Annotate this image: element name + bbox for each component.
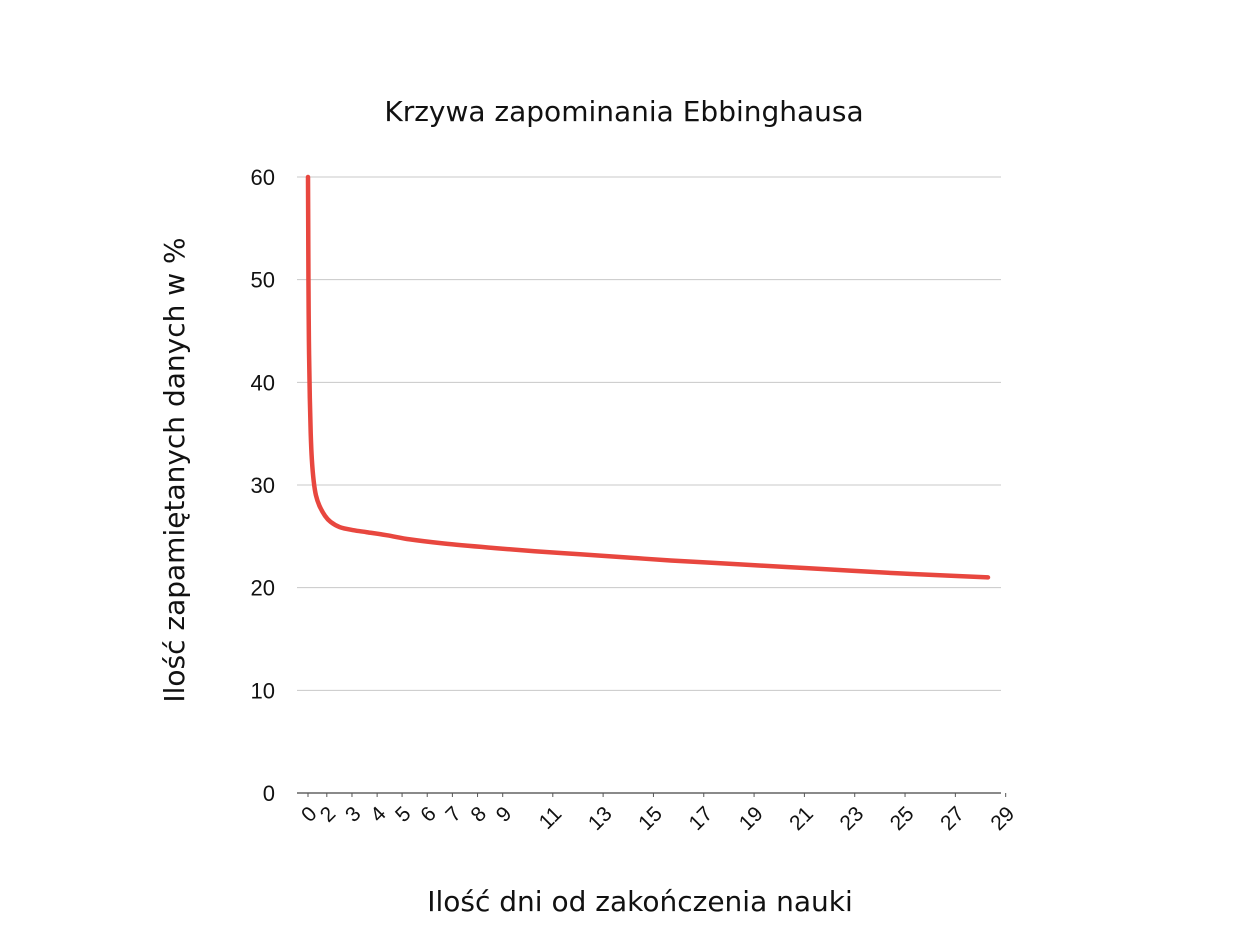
x-tick-label: 8 — [467, 802, 492, 827]
x-tick-label: 0 — [297, 802, 322, 827]
x-tick-label: 27 — [936, 802, 969, 835]
x-tick-label: 3 — [341, 802, 366, 827]
y-tick-label: 10 — [251, 678, 275, 703]
x-tick-label: 21 — [785, 802, 818, 835]
x-tick-label: 11 — [535, 802, 567, 834]
x-tick-label: 13 — [584, 802, 617, 835]
x-tick-label: 2 — [316, 802, 341, 827]
x-tick-label: 5 — [391, 802, 416, 827]
y-tick-label: 50 — [251, 268, 275, 293]
x-tick-label: 17 — [685, 802, 718, 835]
y-tick-label: 20 — [251, 576, 275, 601]
chart-title: Krzywa zapominania Ebbinghausa — [384, 95, 863, 128]
x-tick-label: 9 — [492, 802, 517, 827]
y-axis-ticks: 0 10 20 30 40 50 60 — [251, 165, 275, 806]
y-tick-label: 0 — [263, 781, 275, 806]
y-axis-title: Ilość zapamiętanych danych w % — [158, 237, 191, 702]
x-tick-label: 4 — [366, 802, 391, 827]
series-line — [305, 174, 991, 580]
x-tick-label: 15 — [634, 802, 667, 835]
x-tick-label: 23 — [835, 802, 868, 835]
gridlines — [297, 176, 1001, 794]
y-tick-label: 40 — [251, 370, 275, 395]
x-tick-label: 7 — [441, 802, 466, 827]
x-axis-ticks: 02 3 4 5 6 7 8 9 11 13 15 17 19 21 23 25 27 29 — [297, 793, 1019, 835]
y-tick-label: 30 — [251, 473, 275, 498]
x-axis-title: Ilość dni od zakończenia nauki — [427, 885, 853, 918]
x-tick-label: 25 — [886, 802, 919, 835]
series-layer — [305, 174, 991, 580]
x-tick-label: 29 — [986, 802, 1019, 835]
x-tick-label: 6 — [416, 802, 441, 827]
x-tick-label: 19 — [735, 802, 768, 835]
y-tick-label: 60 — [251, 165, 275, 190]
